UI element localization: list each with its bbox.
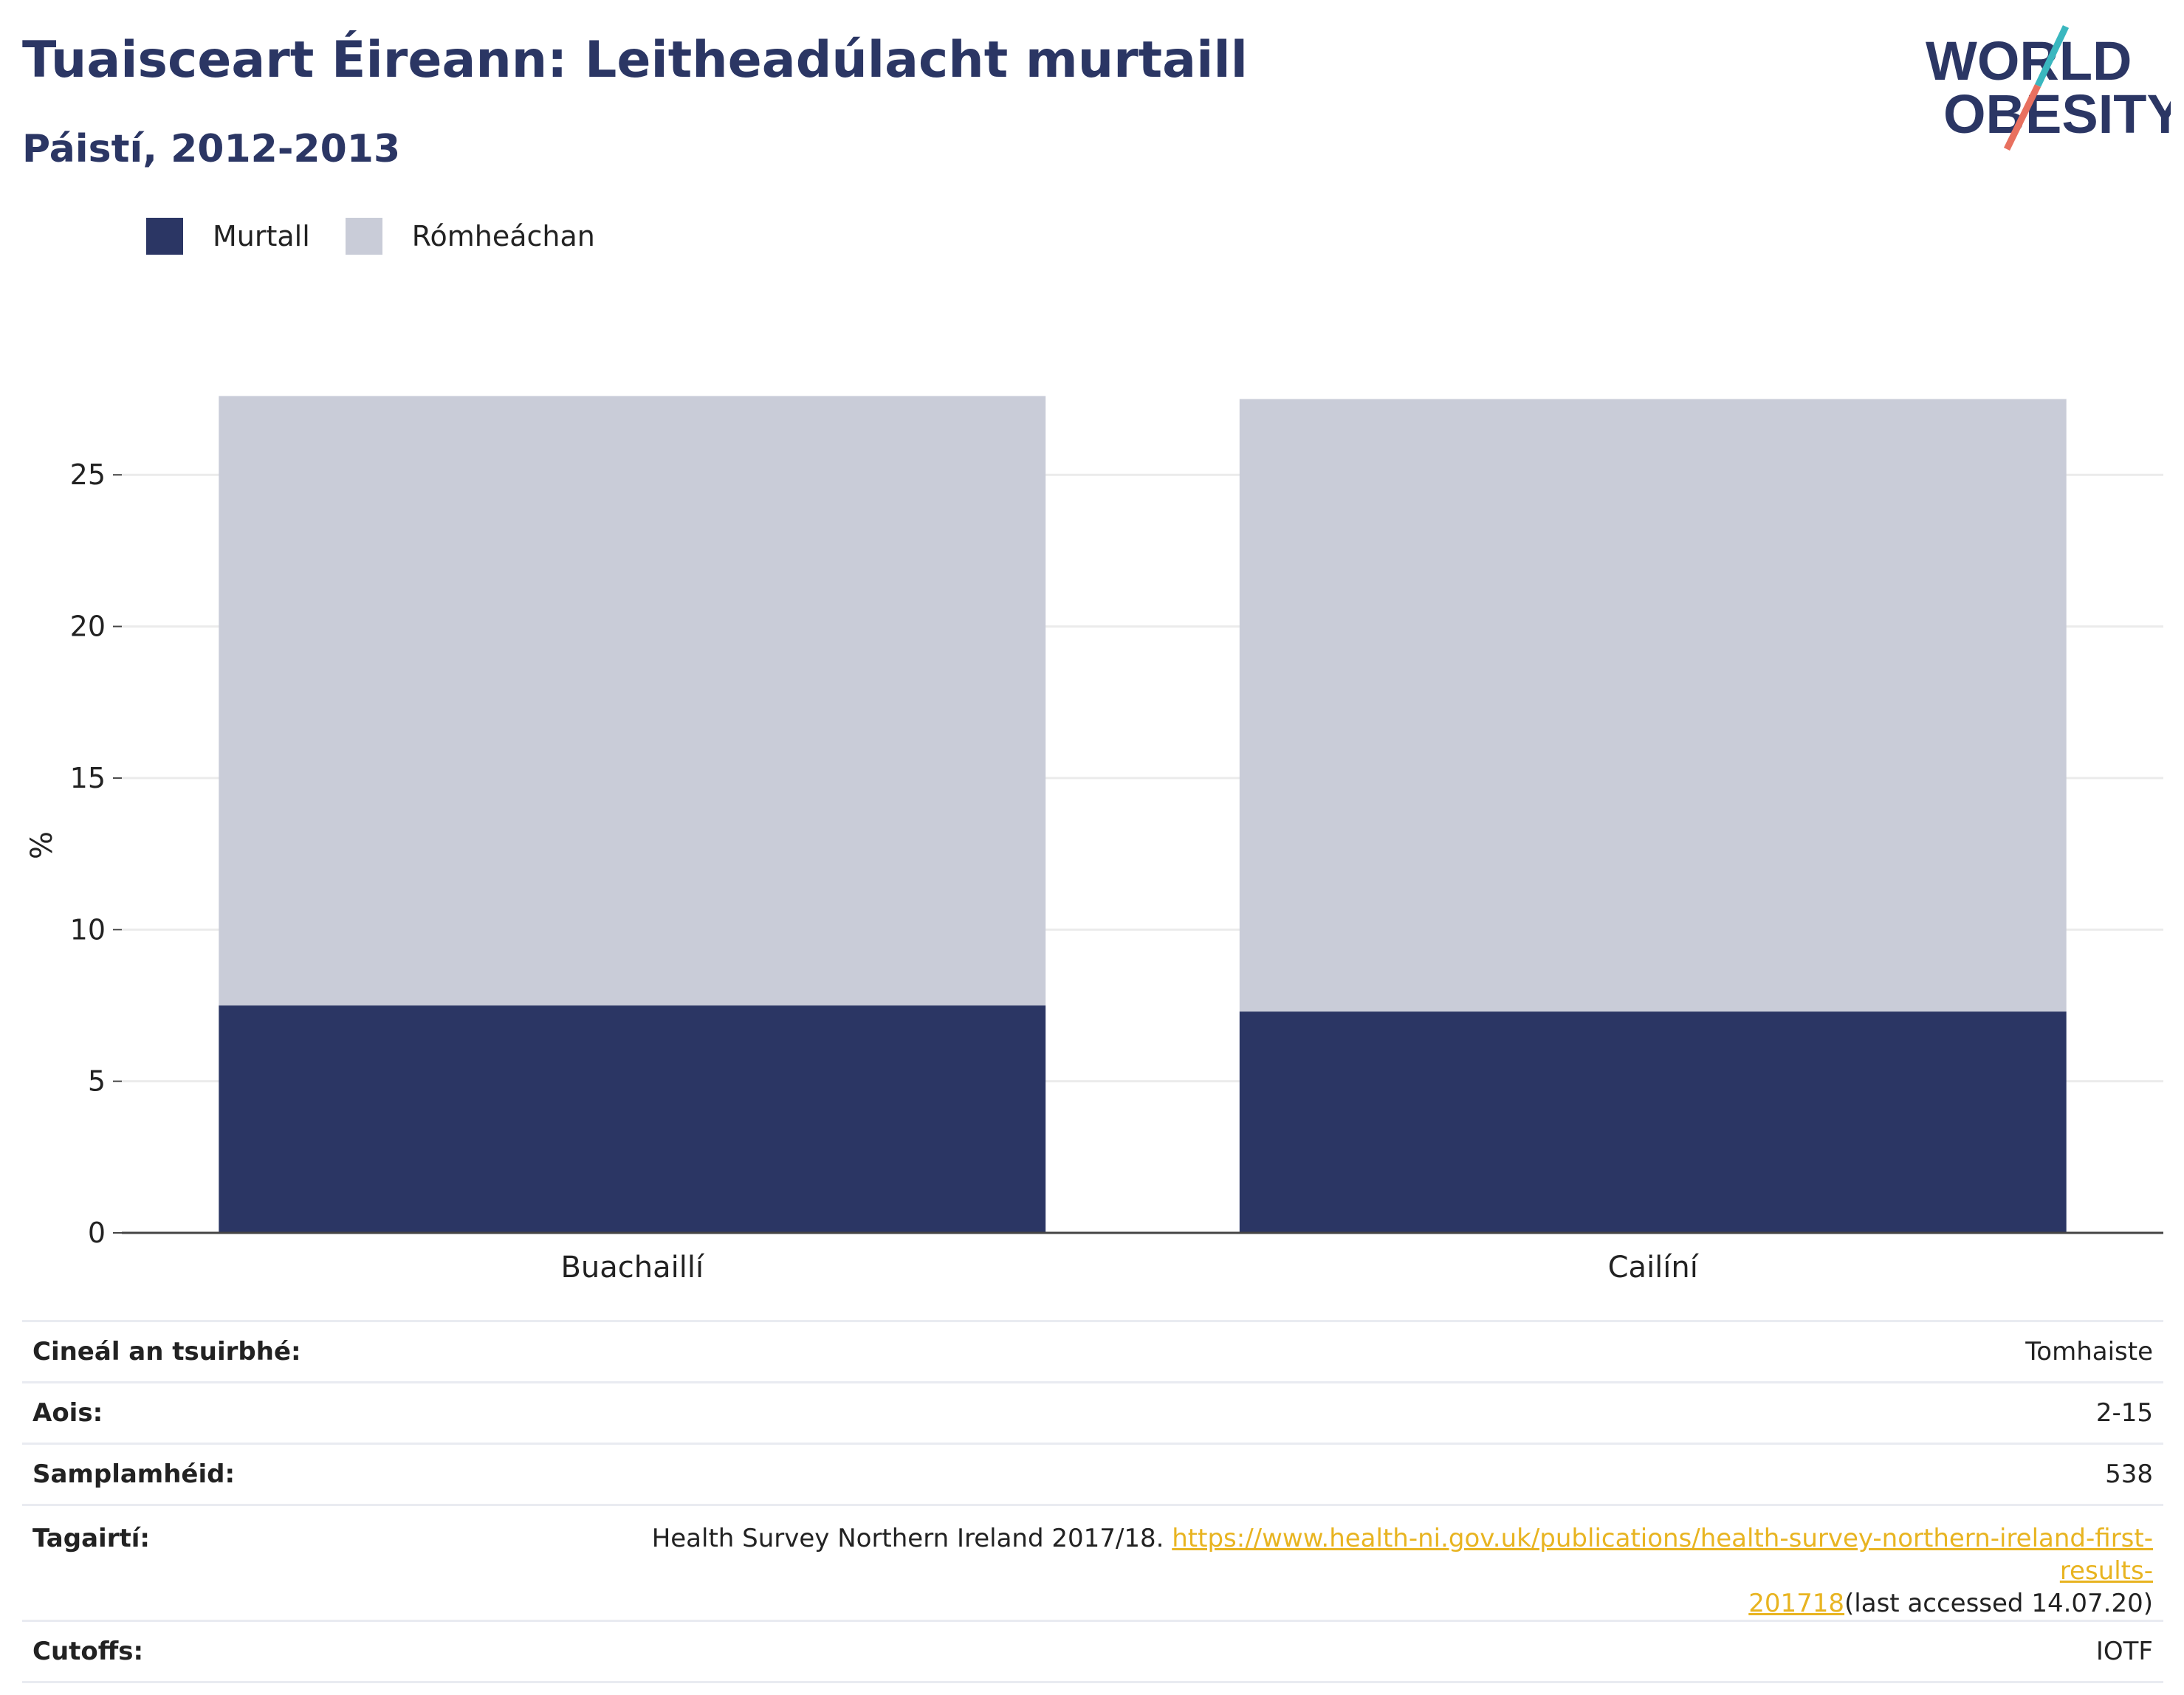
page-subtitle: Páistí, 2012-2013 <box>22 127 401 171</box>
world-obesity-logo: WORLD OBESITY <box>1926 25 2171 151</box>
y-tick-label: 15 <box>70 762 106 794</box>
info-row-references: Tagairtí: Health Survey Northern Ireland… <box>22 1504 2163 1621</box>
logo-slash-coral <box>2003 84 2042 151</box>
legend-item-obese: Murtall <box>146 218 310 255</box>
y-tick-label: 25 <box>70 458 106 491</box>
y-tick-label: 5 <box>88 1065 106 1098</box>
cutoffs-value: IOTF <box>560 1620 2163 1683</box>
references-link[interactable]: https://www.health-ni.gov.uk/publication… <box>1172 1524 2153 1618</box>
x-tick-label: Cailíní <box>1608 1251 1700 1285</box>
y-tick-label: 20 <box>70 611 106 643</box>
page-title: Tuaisceart Éireann: Leitheadúlacht murta… <box>22 31 1248 89</box>
references-link-line2[interactable]: 201718 <box>1748 1589 1845 1618</box>
chart-legend: Murtall Rómheáchan <box>146 218 631 255</box>
references-link-line1[interactable]: https://www.health-ni.gov.uk/publication… <box>1172 1524 2153 1586</box>
logo-line2: OBESITY <box>1943 83 2171 145</box>
legend-label-overweight: Rómheáchan <box>411 220 595 252</box>
references-text: Health Survey Northern Ireland 2017/18. <box>651 1524 1172 1553</box>
age-label: Aois: <box>22 1381 560 1444</box>
survey-type-label: Cineál an tsuirbhé: <box>22 1320 560 1383</box>
info-row-survey-type: Cineál an tsuirbhé: Tomhaiste <box>22 1320 2163 1383</box>
references-suffix: (last accessed 14.07.20) <box>1844 1589 2153 1618</box>
info-row-sample: Samplamhéid: 538 <box>22 1443 2163 1505</box>
y-tick-label: 0 <box>88 1217 106 1249</box>
legend-label-obese: Murtall <box>213 220 310 252</box>
info-row-age: Aois: 2-15 <box>22 1381 2163 1444</box>
legend-swatch-overweight <box>345 218 382 255</box>
y-axis-title: % <box>25 831 59 859</box>
bar-obese-1 <box>1239 1011 2067 1233</box>
bar-overweight-0 <box>219 396 1046 1005</box>
logo-slash-teal <box>2034 25 2070 87</box>
sample-label: Samplamhéid: <box>22 1443 560 1505</box>
info-row-cutoffs: Cutoffs: IOTF <box>22 1620 2163 1683</box>
logo-line1: WORLD <box>1926 30 2132 92</box>
stacked-bar-chart: 0 5 10 15 20 25% Buachaillí Cailíní <box>25 396 2163 1285</box>
survey-info-table: Cineál an tsuirbhé: Tomhaiste Aois: 2-15… <box>22 1320 2163 1683</box>
references-label: Tagairtí: <box>22 1504 560 1621</box>
survey-type-value: Tomhaiste <box>560 1320 2163 1383</box>
age-value: 2-15 <box>560 1381 2163 1444</box>
sample-value: 538 <box>560 1443 2163 1505</box>
legend-item-overweight: Rómheáchan <box>345 218 595 255</box>
x-tick-label: Buachaillí <box>560 1251 705 1285</box>
references-value: Health Survey Northern Ireland 2017/18. … <box>560 1504 2163 1621</box>
bar-overweight-1 <box>1239 399 2067 1012</box>
legend-swatch-obese <box>146 218 183 255</box>
cutoffs-label: Cutoffs: <box>22 1620 560 1683</box>
bar-obese-0 <box>219 1005 1046 1233</box>
y-tick-label: 10 <box>70 913 106 946</box>
